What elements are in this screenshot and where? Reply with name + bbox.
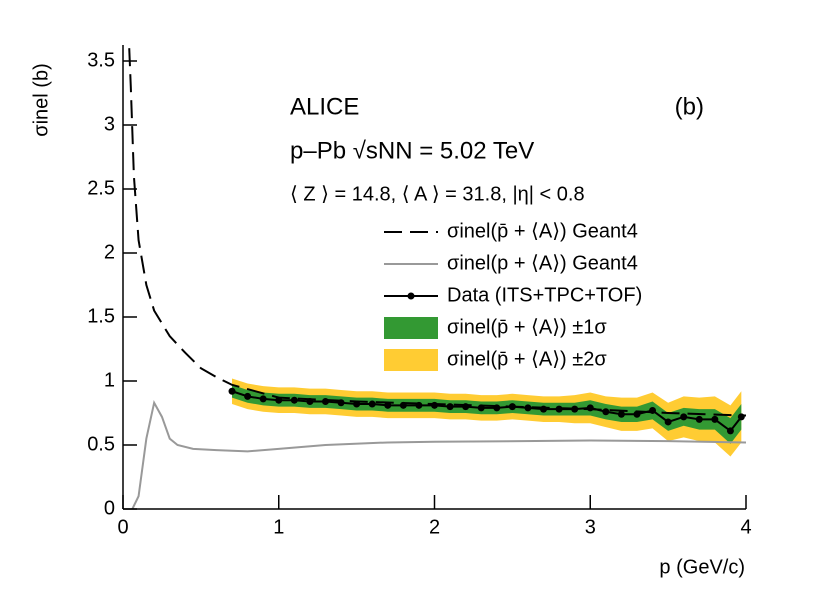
data-point: [680, 413, 688, 421]
data-point: [259, 395, 267, 403]
x-tick-label: 3: [585, 516, 596, 538]
data-point: [602, 408, 610, 416]
data-point: [368, 400, 376, 408]
data-point: [462, 403, 470, 411]
bands: [232, 378, 742, 457]
data-point: [306, 397, 314, 405]
data-point: [540, 405, 548, 413]
data-point: [695, 415, 703, 423]
data-point: [244, 392, 252, 400]
selection-label: ⟨ Z ⟩ = 14.8, ⟨ A ⟩ = 31.8, |η| < 0.8: [290, 183, 585, 205]
y-tick-label: 1.5: [87, 305, 115, 327]
data-point: [431, 401, 438, 409]
y-tick-label: 0.5: [87, 433, 115, 455]
x-tick-label: 2: [429, 516, 440, 538]
legend-label: σinel(p̄ + ⟨A⟩) Geant4: [447, 220, 638, 242]
data-point: [649, 406, 657, 414]
data-point: [737, 413, 745, 421]
x-tick-label: 0: [117, 516, 128, 538]
legend-swatch: [384, 317, 438, 339]
error-band: [232, 384, 742, 444]
data-point: [353, 400, 361, 408]
lines: [128, 48, 746, 509]
legend-label: σinel(p̄ + ⟨A⟩) ±1σ: [447, 316, 607, 338]
data-point: [524, 404, 532, 412]
legend: σinel(p̄ + ⟨A⟩) Geant4 σinel(p + ⟨A⟩) Gea…: [384, 220, 642, 371]
data-point: [711, 415, 719, 423]
experiment-label: ALICE: [290, 93, 359, 120]
legend-label: σinel(p + ⟨A⟩) Geant4: [447, 252, 638, 274]
data-point: [321, 397, 329, 405]
legend-marker: [407, 292, 415, 300]
legend-label: Data (ITS+TPC+TOF): [447, 284, 642, 306]
panel-label: (b): [675, 93, 704, 120]
y-tick-label: 2.5: [87, 177, 115, 199]
y-tick-label: 3: [104, 113, 115, 135]
data-point: [415, 401, 423, 409]
data-point: [384, 401, 392, 409]
data-point: [555, 405, 563, 413]
x-tick-label: 1: [273, 516, 284, 538]
data-point: [337, 399, 345, 407]
y-tick-label: 0: [104, 497, 115, 519]
legend-swatch: [384, 349, 438, 371]
data-point: [633, 410, 641, 418]
data-point: [477, 404, 485, 412]
data-point: [726, 427, 734, 435]
y-tick-label: 2: [104, 241, 115, 263]
data-point: [586, 404, 594, 412]
data-point: [275, 396, 283, 404]
legend-label: σinel(p̄ + ⟨A⟩) ±2σ: [447, 348, 607, 370]
series-line: [131, 399, 746, 509]
data-point: [446, 403, 454, 411]
data-point: [228, 387, 236, 395]
data-point: [493, 404, 501, 412]
data-point: [617, 410, 625, 418]
data-point: [508, 403, 516, 411]
data-point: [571, 405, 579, 413]
system-label: p–Pb √sNN = 5.02 TeV: [290, 137, 534, 164]
y-axis-label: σinel (b): [30, 63, 52, 136]
y-tick-label: 3.5: [87, 49, 115, 71]
series-line: [128, 48, 746, 417]
data-point: [290, 396, 298, 404]
series-line: [231, 390, 743, 433]
axes: 0 0.5 1 1.5 2 2.5 3 3.5 0 1 2 3 4: [87, 45, 752, 538]
x-tick-label: 4: [740, 516, 751, 538]
data-point: [664, 418, 672, 426]
data-point: [399, 401, 407, 409]
y-tick-label: 1: [104, 369, 115, 391]
x-axis-label: p (GeV/c): [659, 556, 745, 578]
